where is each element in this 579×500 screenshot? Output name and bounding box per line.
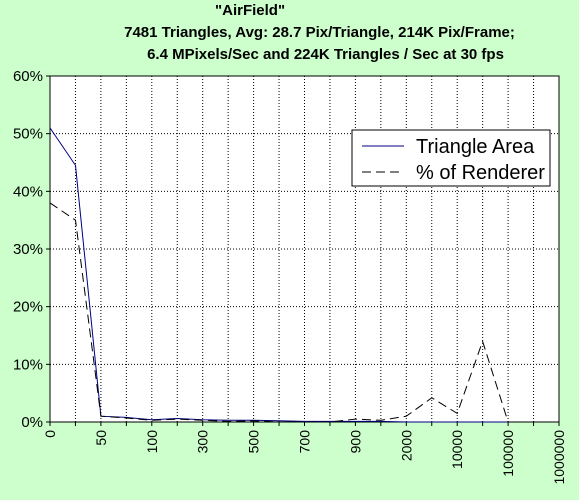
x-tick-label: 0 — [42, 430, 58, 438]
y-tick-label: 20% — [13, 299, 43, 316]
series-line-triangle-area — [49, 127, 509, 423]
legend-label: Triangle Area — [416, 136, 535, 158]
y-tick-label: 50% — [13, 126, 43, 143]
legend-label: % of Renderer — [416, 162, 545, 184]
x-tick-label: 700 — [297, 430, 313, 454]
y-tick-label: 0% — [21, 414, 43, 431]
y-tick-label: 10% — [13, 356, 43, 373]
x-tick-label: 1000000 — [551, 430, 567, 485]
y-tick-label: 40% — [13, 183, 43, 200]
y-tick-label: 30% — [13, 241, 43, 258]
chart-title: "AirField" — [215, 2, 286, 19]
y-tick-label: 60% — [13, 68, 43, 85]
x-tick-label: 10000 — [449, 430, 465, 469]
x-tick-label: 300 — [195, 430, 211, 454]
x-tick-label: 100 — [144, 430, 160, 454]
x-tick-label: 100000 — [500, 430, 516, 477]
x-tick-label: 2000 — [398, 430, 414, 461]
x-tick-label: 50 — [93, 430, 109, 446]
legend — [351, 129, 551, 187]
x-tick-label: 500 — [246, 430, 262, 454]
chart-subtitle-line-2: 6.4 MPixels/Sec and 224K Triangles / Sec… — [147, 46, 504, 63]
series-line-percent-of-renderer — [49, 202, 509, 423]
x-tick-label: 900 — [347, 430, 363, 454]
chart-subtitle-line-1: 7481 Triangles, Avg: 28.7 Pix/Triangle, … — [124, 24, 515, 41]
